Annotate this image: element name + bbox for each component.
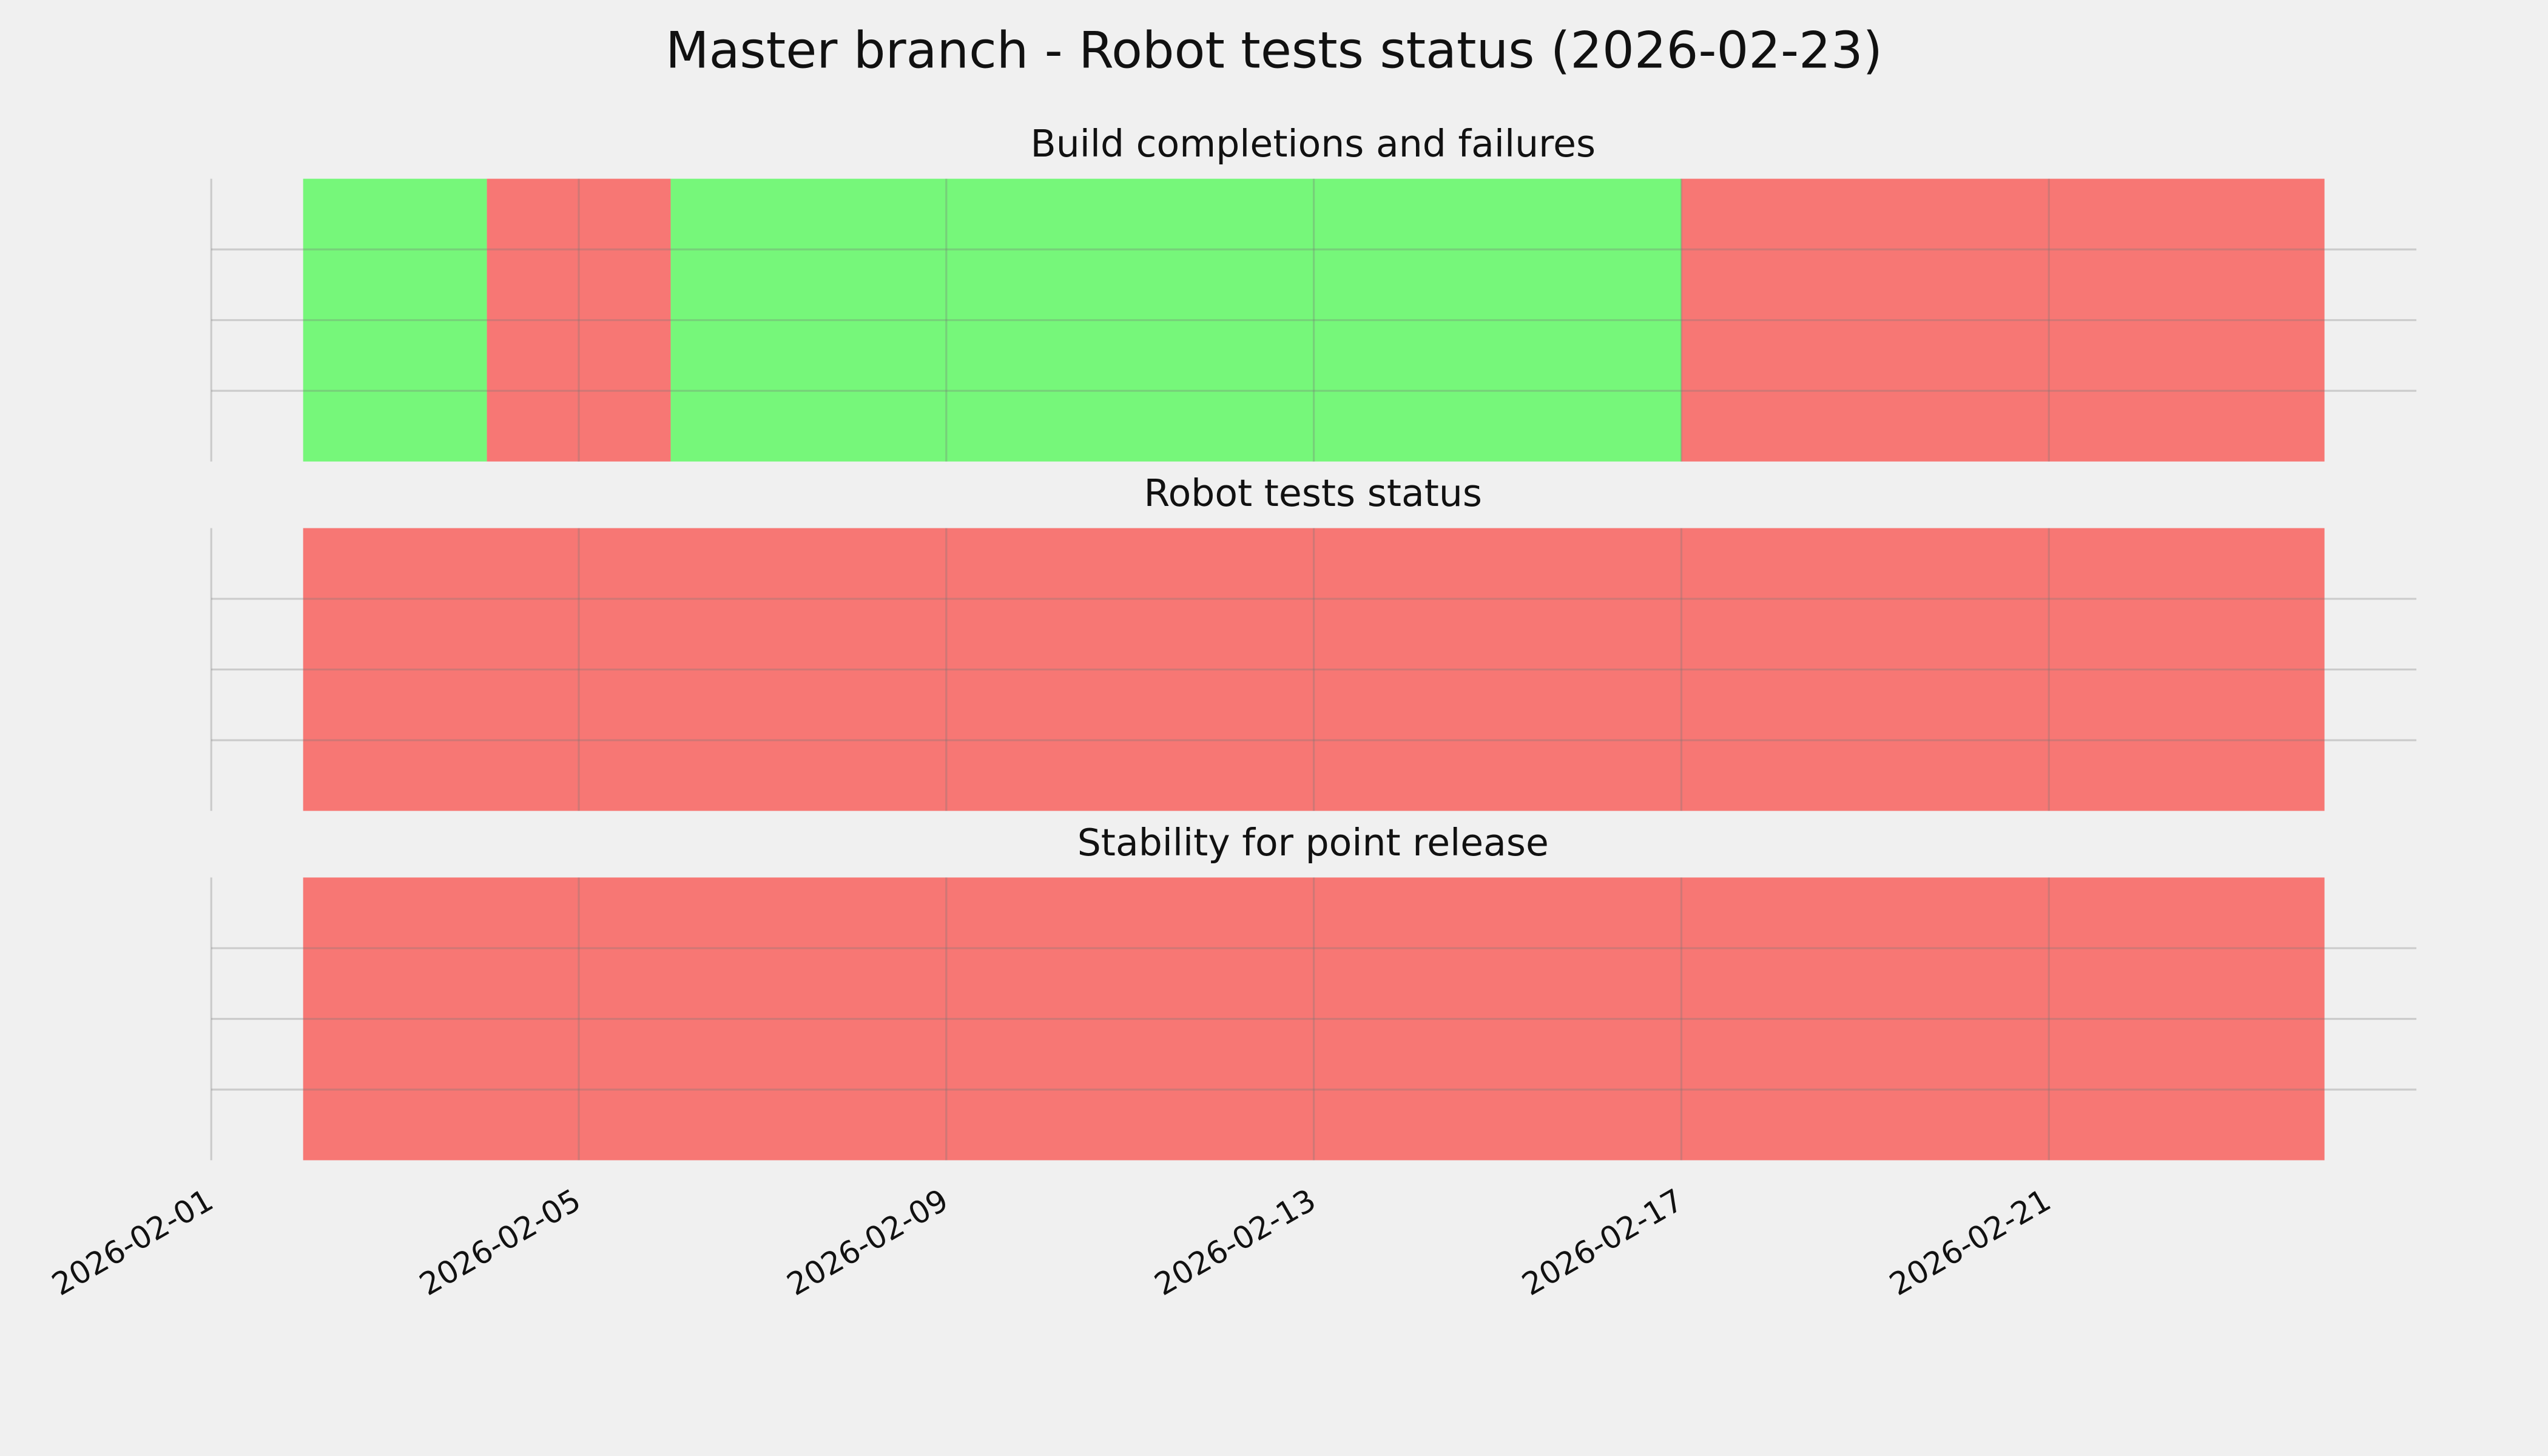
- status-span: [670, 178, 1682, 462]
- panel-title: Robot tests status: [1144, 471, 1482, 515]
- panel-title: Stability for point release: [1077, 821, 1549, 864]
- status-span: [1681, 178, 2325, 462]
- status-span: [303, 877, 2325, 1161]
- status-span: [303, 528, 2325, 811]
- chart-title: Master branch - Robot tests status (2026…: [666, 21, 1882, 79]
- status-span: [487, 178, 671, 462]
- panel-title: Build completions and failures: [1030, 122, 1596, 166]
- status-span: [303, 178, 487, 462]
